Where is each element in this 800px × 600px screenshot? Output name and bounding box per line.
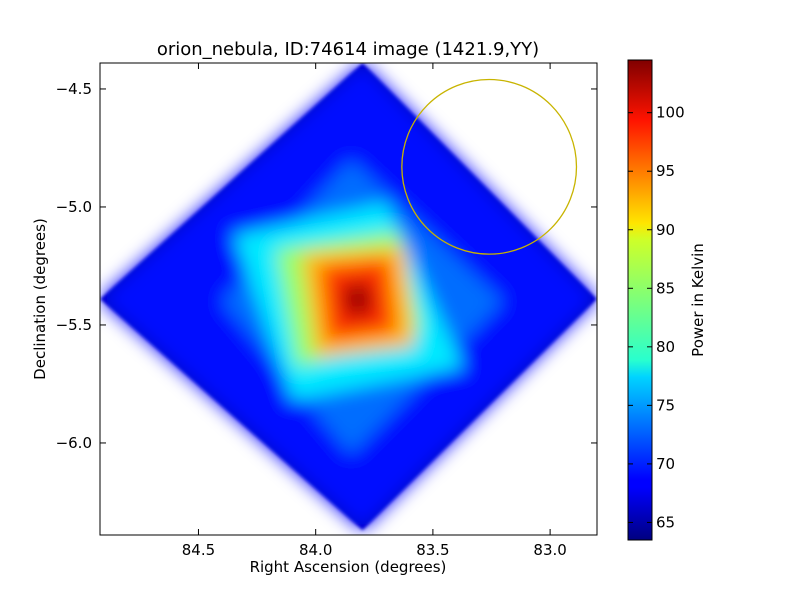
plot-area (100, 63, 597, 531)
y-tick-label: −6.0 (56, 434, 92, 452)
x-tick-label: 84.0 (299, 541, 332, 559)
y-tick-label: −4.5 (56, 80, 92, 98)
colorbar-tick-label: 80 (656, 338, 675, 356)
colorbar: 65 70 75 80 85 90 95 100 Power in Kelvin (627, 59, 707, 541)
marker-circle (401, 78, 578, 255)
x-tick-label: 83.0 (533, 541, 566, 559)
y-tick-label: −5.0 (56, 198, 92, 216)
colorbar-tick-label: 95 (656, 162, 675, 180)
x-tick-label: 83.5 (416, 541, 449, 559)
colorbar-tick-label: 75 (656, 396, 675, 414)
x-tick-label: 84.5 (182, 541, 215, 559)
y-axis-ticks: −4.5 −5.0 −5.5 −6.0 (56, 80, 597, 452)
x-axis-ticks: 84.5 84.0 83.5 83.0 (182, 63, 567, 559)
y-tick-label: −5.5 (56, 316, 92, 334)
colorbar-tick-label: 70 (656, 455, 675, 473)
intensity-peak (345, 287, 370, 311)
y-axis-label: Declination (degrees) (31, 218, 49, 380)
colorbar-label: Power in Kelvin (689, 243, 707, 357)
colorbar-tick-label: 85 (656, 279, 675, 297)
chart-title: orion_nebula, ID:74614 image (1421.9,YY) (157, 39, 539, 60)
colorbar-ticks: 65 70 75 80 85 90 95 100 (628, 104, 685, 531)
x-axis-label: Right Ascension (degrees) (250, 558, 447, 576)
plot-frame (99, 62, 598, 536)
colorbar-gradient (627, 59, 653, 541)
colorbar-tick-label: 100 (656, 104, 685, 122)
colorbar-tick-label: 65 (656, 513, 675, 531)
colorbar-tick-label: 90 (656, 221, 675, 239)
intensity-levels (100, 63, 597, 531)
